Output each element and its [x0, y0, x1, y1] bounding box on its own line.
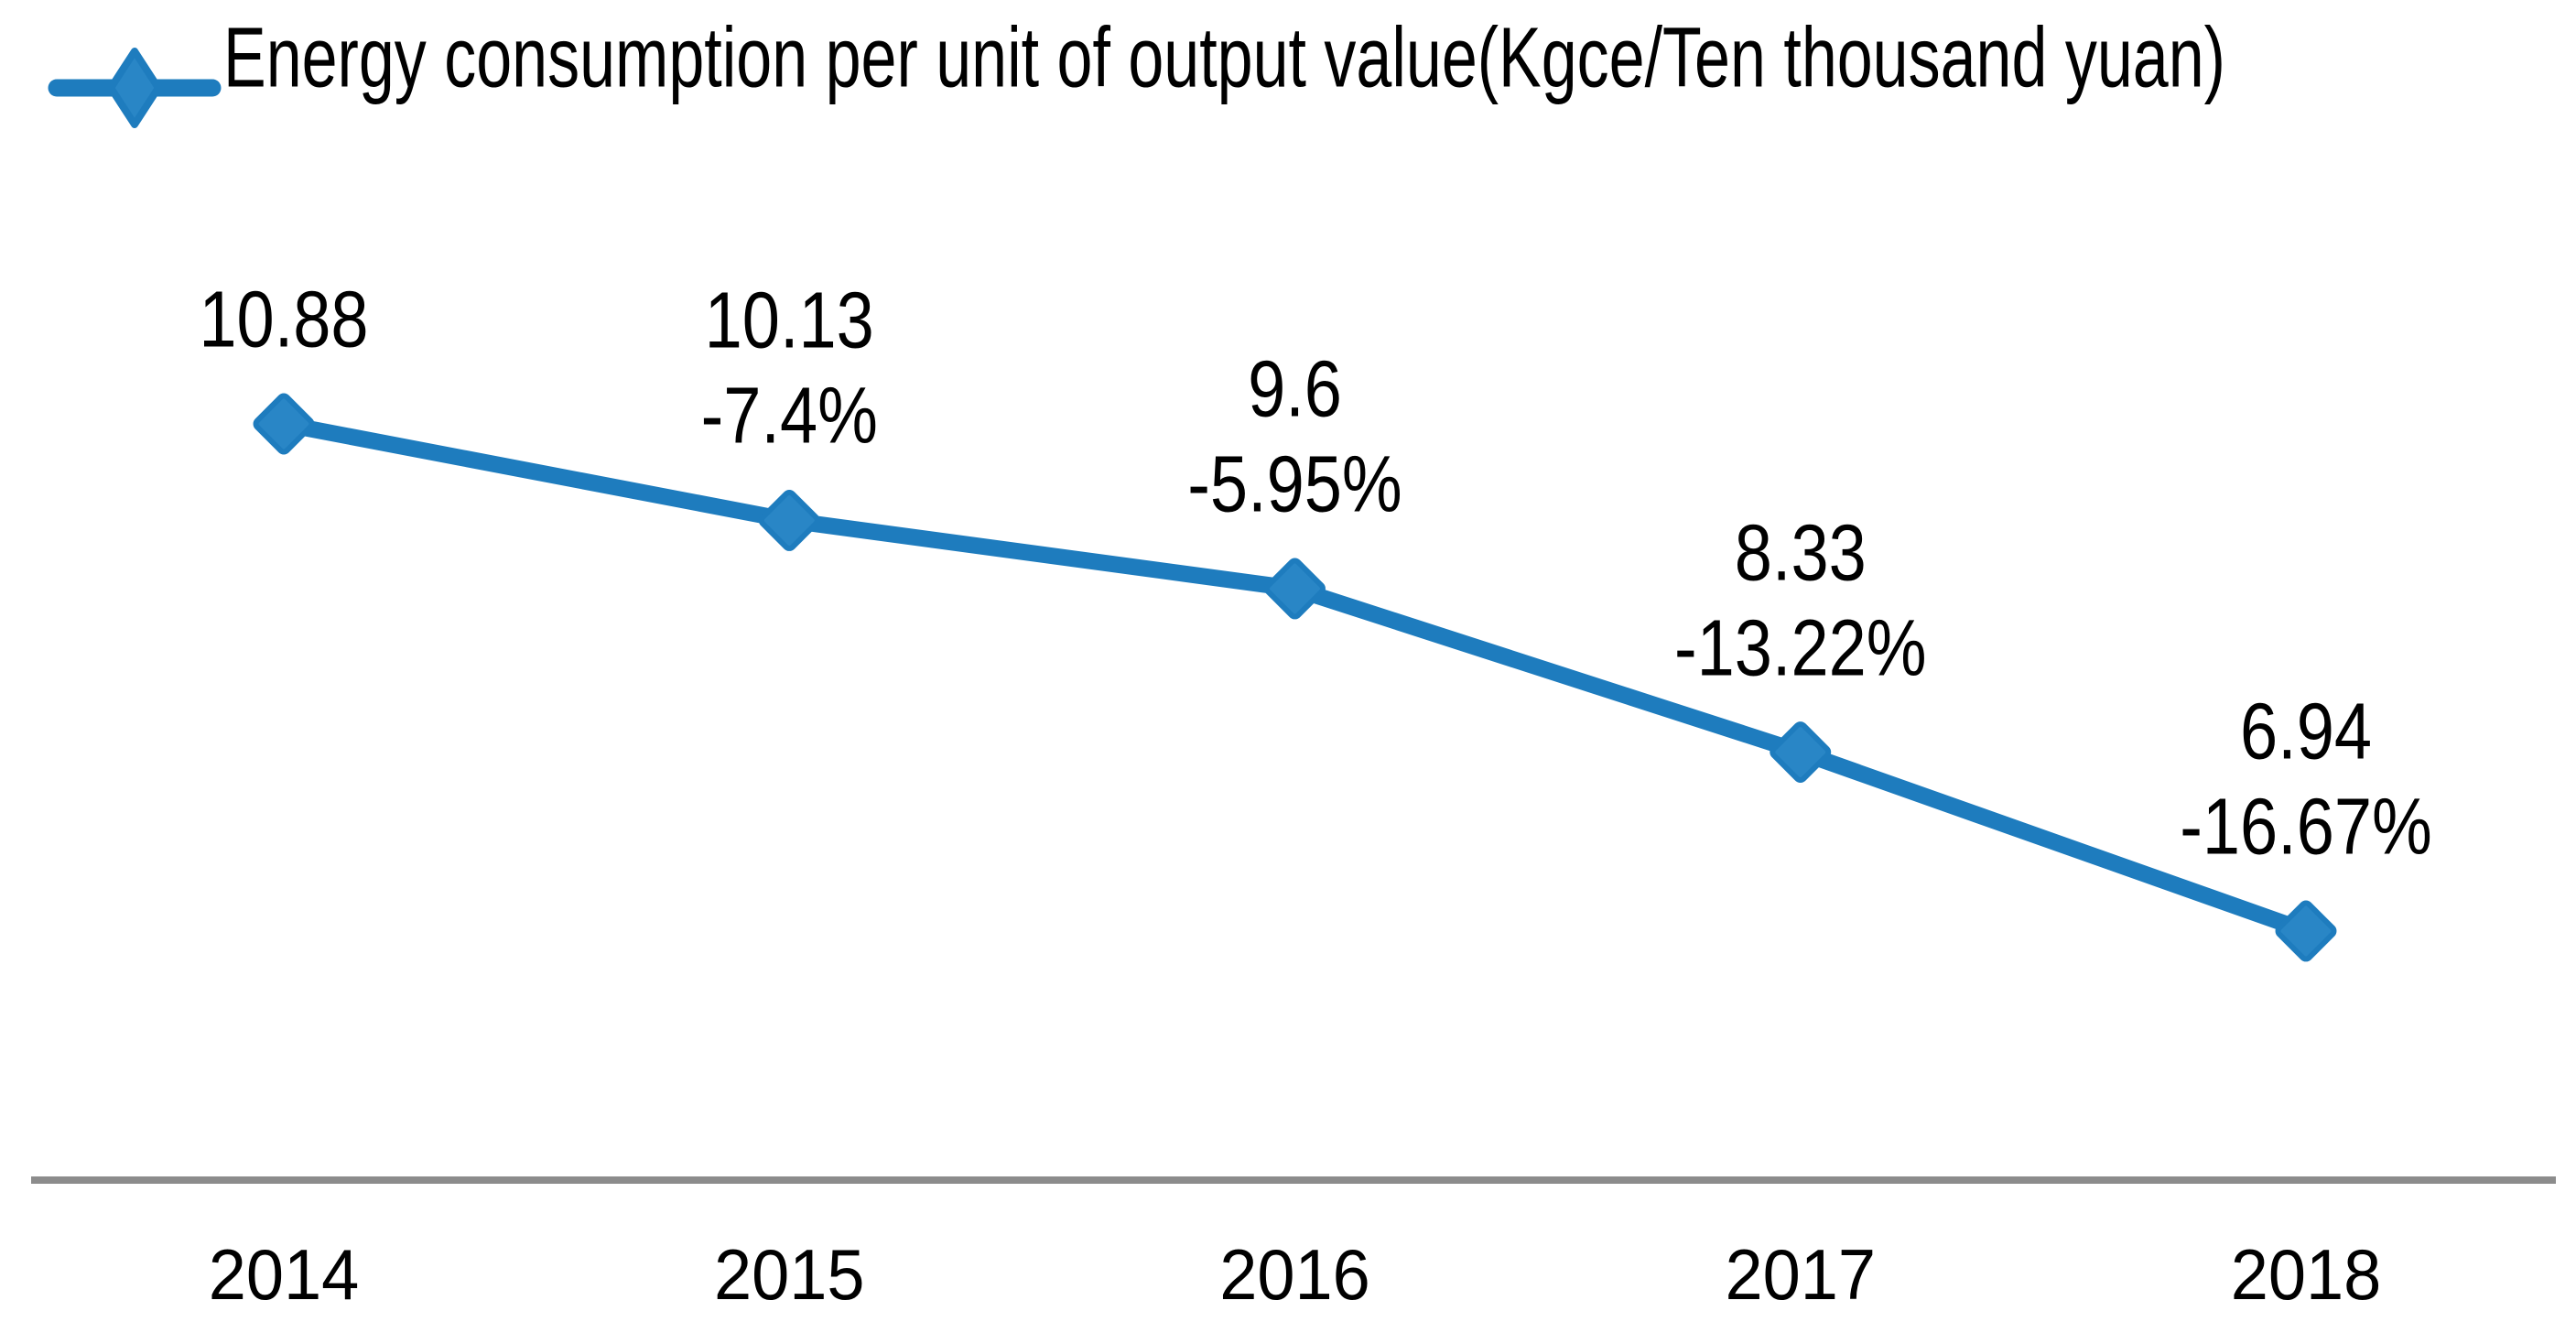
data-label-2015: 10.13 -7.4% [701, 274, 878, 464]
change-label: -16.67% [2180, 781, 2432, 872]
x-axis-label-2014: 2014 [208, 1234, 360, 1315]
diamond-marker-2015 [758, 489, 820, 551]
change-label: -7.4% [700, 370, 878, 461]
x-axis-label-2017: 2017 [1725, 1234, 1877, 1315]
diamond-marker-2017 [1770, 721, 1832, 783]
value-label: 6.94 [2239, 686, 2373, 776]
change-label: -5.95% [1187, 439, 1402, 529]
change-label: -13.22% [1673, 602, 1927, 692]
value-label: 10.88 [199, 274, 369, 364]
diamond-marker-2014 [253, 393, 315, 455]
diamond-marker-2018 [2275, 900, 2337, 962]
x-axis-label-2016: 2016 [1219, 1234, 1370, 1315]
data-label-2014: 10.88 [199, 272, 368, 367]
diamond-marker-2016 [1264, 558, 1326, 620]
legend-label: Energy consumption per unit of output va… [223, 10, 2225, 105]
value-label: 10.13 [704, 276, 874, 366]
x-axis-line [31, 1176, 2556, 1184]
data-label-2018: 6.94 -16.67% [2180, 684, 2432, 874]
legend: Energy consumption per unit of output va… [46, 13, 2225, 128]
data-label-2016: 9.6 -5.95% [1187, 341, 1402, 532]
x-axis-label-2018: 2018 [2230, 1234, 2382, 1315]
legend-line-diamond-icon [48, 48, 222, 128]
value-label: 9.6 [1248, 343, 1342, 434]
data-label-2017: 8.33 -13.22% [1674, 505, 1927, 696]
x-axis-label-2015: 2015 [713, 1234, 865, 1315]
value-label: 8.33 [1734, 507, 1867, 598]
